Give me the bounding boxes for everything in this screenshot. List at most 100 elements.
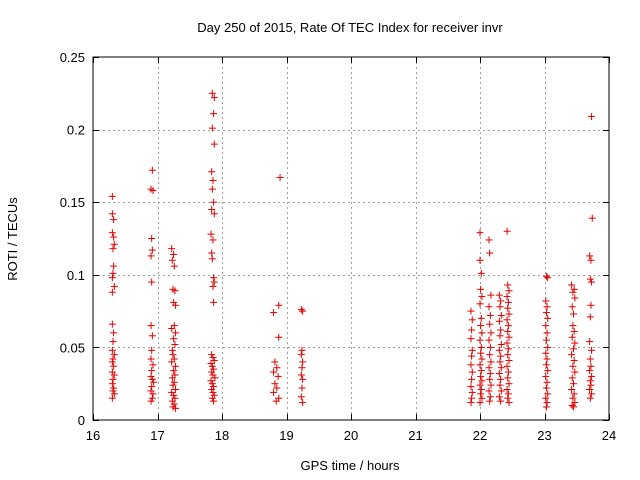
data-point-plus — [544, 390, 552, 398]
data-point-plus — [543, 303, 551, 311]
data-point-plus — [586, 355, 594, 363]
data-point-plus — [477, 349, 485, 357]
data-point-plus — [110, 351, 118, 359]
data-point-plus — [586, 313, 594, 321]
data-point-plus — [504, 304, 512, 312]
data-point-plus — [476, 399, 484, 407]
data-point-plus — [571, 368, 579, 376]
data-point-plus — [109, 269, 117, 277]
data-point-plus — [477, 314, 485, 322]
data-point-plus — [497, 387, 505, 395]
data-point-plus — [108, 380, 116, 388]
data-point-plus — [487, 381, 495, 389]
data-point-plus — [485, 236, 493, 244]
data-point-plus — [468, 352, 476, 360]
data-point-plus — [208, 386, 216, 394]
data-point-plus — [468, 375, 476, 383]
x-tick-label: 24 — [602, 428, 616, 443]
data-point-plus — [208, 362, 216, 370]
data-point-plus — [477, 367, 485, 375]
data-point-plus — [503, 386, 511, 394]
data-point-plus — [587, 301, 595, 309]
data-point-plus — [497, 297, 505, 305]
data-point-plus — [210, 298, 218, 306]
data-point-plus — [544, 274, 552, 282]
data-point-plus — [496, 358, 504, 366]
data-point-plus — [110, 233, 118, 241]
data-point-plus — [486, 343, 494, 351]
data-point-plus — [588, 390, 596, 398]
data-point-plus — [505, 399, 513, 407]
data-point-plus — [505, 310, 513, 318]
data-point-plus — [571, 339, 579, 347]
data-point-plus — [109, 338, 117, 346]
data-point-plus — [588, 113, 596, 121]
data-point-plus — [586, 367, 594, 375]
data-point-plus — [467, 383, 475, 391]
data-point-plus — [503, 362, 511, 370]
data-point-plus — [505, 356, 513, 364]
y-tick-label: 0.15 — [60, 195, 85, 210]
data-point-plus — [586, 377, 594, 385]
data-point-plus — [110, 329, 118, 337]
data-point-plus — [299, 375, 307, 383]
data-point-plus — [172, 362, 180, 370]
data-point-plus — [273, 364, 281, 372]
data-point-plus — [586, 275, 594, 283]
data-point-plus — [148, 383, 156, 391]
data-point-plus — [271, 358, 279, 366]
data-point-plus — [542, 336, 550, 344]
data-point-plus — [477, 269, 485, 277]
y-tick-label: 0 — [78, 413, 85, 428]
data-point-plus — [468, 346, 476, 354]
data-point-plus — [486, 397, 494, 405]
data-point-plus — [147, 185, 155, 193]
data-point-plus — [467, 307, 475, 315]
data-point-plus — [542, 384, 550, 392]
data-point-plus — [210, 397, 218, 405]
data-point-plus — [571, 294, 579, 302]
data-point-plus — [543, 399, 551, 407]
data-point-plus — [586, 394, 594, 402]
data-point-plus — [569, 394, 577, 402]
data-point-plus — [477, 390, 485, 398]
data-point-plus — [570, 310, 578, 318]
data-point-plus — [110, 262, 118, 270]
data-point-plus — [568, 401, 576, 409]
data-point-plus — [542, 297, 550, 305]
x-tick-label: 17 — [150, 428, 164, 443]
data-point-plus — [504, 368, 512, 376]
data-point-plus — [477, 386, 485, 394]
data-point-plus — [486, 249, 494, 257]
data-point-plus — [503, 339, 511, 347]
data-point-plus — [467, 399, 475, 407]
data-point-plus — [568, 386, 576, 394]
data-point-plus — [504, 394, 512, 402]
data-point-plus — [149, 187, 157, 195]
data-point-plus — [109, 375, 117, 383]
data-point-plus — [297, 351, 305, 359]
data-point-plus — [210, 198, 218, 206]
data-point-plus — [210, 94, 218, 102]
data-point-plus — [485, 387, 493, 395]
data-point-plus — [504, 281, 512, 289]
data-point-plus — [108, 192, 116, 200]
data-point-plus — [273, 384, 281, 392]
data-point-plus — [568, 333, 576, 341]
data-point-plus — [148, 235, 156, 242]
data-point-plus — [169, 351, 177, 359]
data-point-plus — [299, 307, 307, 315]
data-point-plus — [271, 380, 279, 388]
data-point-plus — [148, 166, 156, 174]
data-point-plus — [297, 393, 305, 401]
data-point-plus — [168, 346, 176, 354]
data-point-plus — [168, 245, 176, 253]
data-point-plus — [172, 386, 180, 394]
data-point-plus — [207, 230, 215, 238]
data-point-plus — [543, 378, 551, 386]
data-point-plus — [487, 291, 495, 299]
data-point-plus — [468, 316, 476, 324]
data-point-plus — [147, 355, 155, 363]
data-point-plus — [298, 384, 306, 392]
